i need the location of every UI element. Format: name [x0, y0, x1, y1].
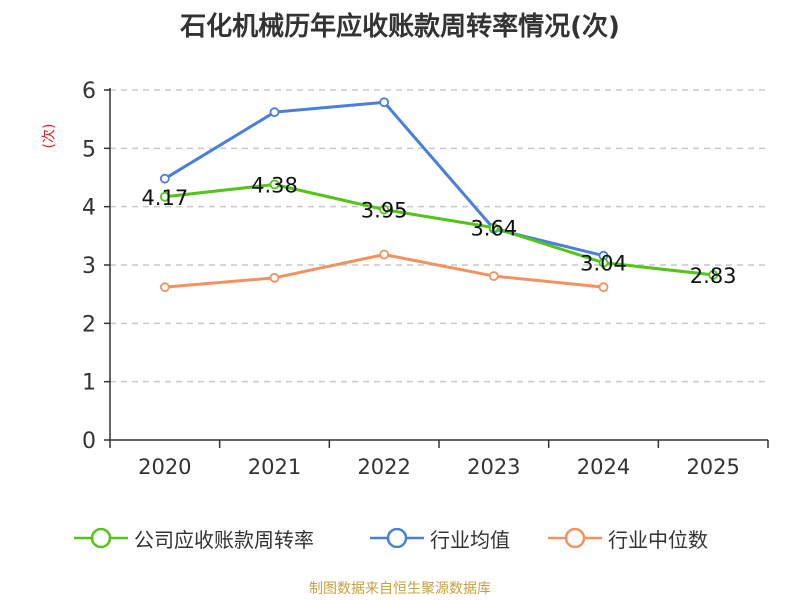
data-point: [269, 272, 280, 283]
data-label: 3.04: [580, 252, 627, 276]
legend: 公司应收账款周转率 行业均值 行业中位数: [0, 518, 800, 558]
data-source: 制图数据来自恒生聚源数据库: [309, 581, 491, 597]
y-tick-label: 4: [82, 196, 96, 221]
data-point: [379, 249, 390, 260]
legend-line-marker-icon: [370, 528, 424, 548]
data-point: [708, 270, 719, 280]
data-label: 4.38: [251, 174, 298, 198]
y-tick-label: 1: [82, 371, 96, 396]
legend-line-marker-icon: [548, 528, 602, 548]
data-point: [488, 222, 499, 233]
legend-label: 公司应收账款周转率: [134, 527, 314, 552]
data-point: [159, 173, 170, 184]
x-tick-label: 2020: [138, 455, 191, 479]
legend-item-industry-median[interactable]: 行业中位数: [548, 518, 708, 558]
x-tick-label: 2021: [248, 455, 301, 479]
x-tick-label: 2024: [577, 455, 630, 479]
y-tick-label: 6: [82, 79, 96, 104]
series-line: [164, 183, 714, 277]
data-point: [269, 179, 280, 190]
y-tick-label: 2: [82, 312, 96, 337]
data-point: [488, 271, 499, 281]
x-tick-label: 2025: [686, 455, 739, 479]
legend-line-marker-icon: [74, 528, 128, 548]
data-point: [598, 282, 609, 293]
x-tick-label: 2023: [467, 455, 520, 479]
y-tick-label: 3: [82, 254, 96, 279]
series-line: [164, 100, 604, 258]
data-point: [159, 191, 170, 202]
data-label: 3.95: [361, 199, 408, 223]
legend-item-company[interactable]: 公司应收账款周转率: [74, 518, 314, 558]
legend-label: 行业中位数: [608, 527, 708, 552]
legend-label: 行业均值: [430, 527, 510, 552]
data-label: 2.83: [690, 264, 737, 288]
y-tick-label: 5: [82, 137, 96, 162]
data-point: [379, 204, 390, 215]
data-label: 4.17: [141, 186, 188, 210]
y-tick-label: 0: [82, 429, 96, 454]
data-point: [379, 97, 390, 108]
data-label: 3.64: [470, 217, 517, 241]
legend-item-industry-mean[interactable]: 行业均值: [370, 518, 510, 558]
x-tick-label: 2022: [357, 455, 410, 479]
data-point: [598, 257, 609, 268]
chart-title: 石化机械历年应收账款周转率情况(次): [180, 12, 620, 42]
data-point: [159, 282, 170, 293]
data-point: [269, 107, 280, 118]
